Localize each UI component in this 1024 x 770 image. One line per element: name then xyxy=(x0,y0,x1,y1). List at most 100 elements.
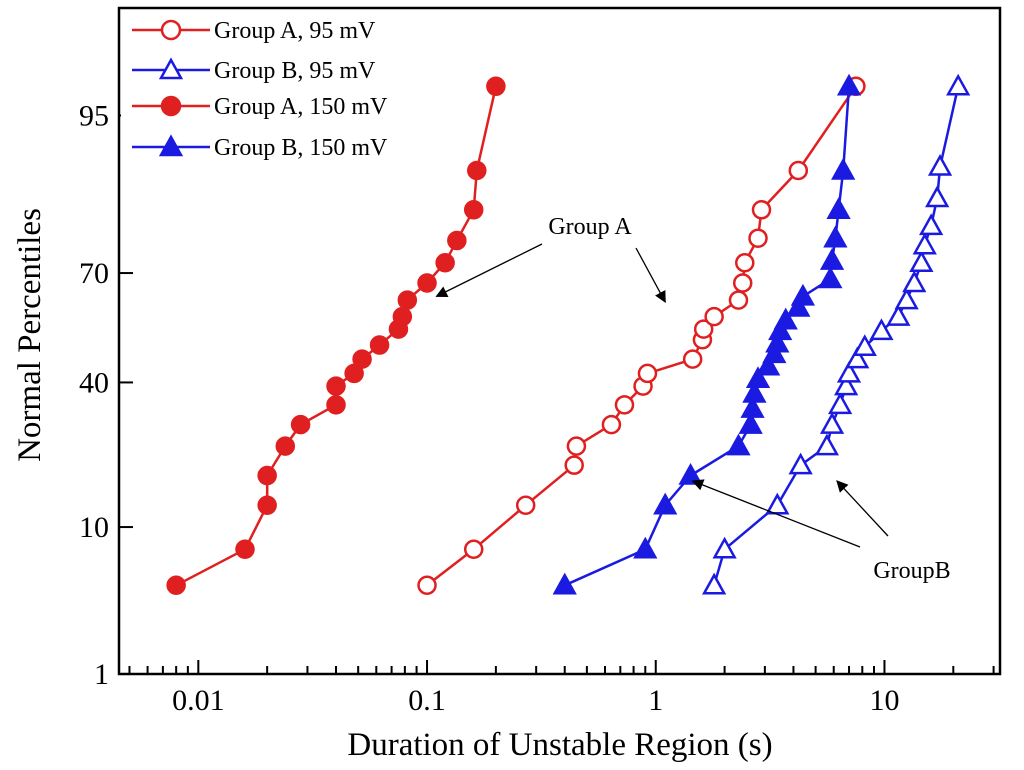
data-point xyxy=(836,73,862,96)
data-point xyxy=(515,495,536,515)
data-point xyxy=(768,318,793,341)
data-point xyxy=(756,353,781,376)
data-point xyxy=(886,304,911,326)
data-point xyxy=(257,465,277,486)
data-point xyxy=(728,290,749,310)
data-point xyxy=(552,572,577,595)
data-point xyxy=(326,376,346,396)
data-point xyxy=(788,452,813,475)
data-point xyxy=(819,412,845,434)
data-point xyxy=(751,200,772,220)
data-point xyxy=(637,363,658,384)
data-point xyxy=(653,492,678,515)
data-point xyxy=(845,346,870,369)
data-point xyxy=(257,495,277,515)
y-tick-label: 1 xyxy=(94,658,109,691)
data-point xyxy=(786,294,811,317)
annotation: GroupB xyxy=(691,479,951,584)
data-point xyxy=(235,539,255,560)
data-point xyxy=(486,76,506,97)
data-point xyxy=(819,248,845,270)
legend-marker-open-triangle xyxy=(158,57,184,80)
data-point xyxy=(633,536,658,559)
data-point xyxy=(836,360,862,383)
data-point xyxy=(326,395,346,415)
data-point xyxy=(765,330,790,353)
data-point xyxy=(166,575,186,596)
data-point xyxy=(823,225,848,248)
y-tick-label: 95 xyxy=(79,99,109,132)
data-point xyxy=(702,572,727,595)
data-point xyxy=(726,433,751,456)
x-axis: 0.01 0.1 1 10 xyxy=(128,660,995,717)
data-point xyxy=(704,306,724,327)
annotation-label: Group A xyxy=(548,214,632,240)
data-point xyxy=(397,290,418,310)
series-line xyxy=(712,86,960,586)
x-tick-label: 0.01 xyxy=(172,684,225,717)
data-point xyxy=(417,575,437,596)
plot-frame xyxy=(117,6,1002,676)
data-point xyxy=(735,252,755,273)
legend-entry: Group A, 150 mV xyxy=(132,94,388,120)
data-point xyxy=(912,232,937,255)
legend-label: Group A, 150 mV xyxy=(214,94,388,120)
legend-entry: Group A, 95 mV xyxy=(132,18,376,44)
x-tick-label: 1 xyxy=(648,684,663,717)
data-point xyxy=(818,266,843,289)
y-tick-label: 10 xyxy=(79,511,109,544)
series-line xyxy=(175,86,498,587)
data-point xyxy=(275,436,296,456)
data-point xyxy=(834,373,859,396)
data-point xyxy=(463,539,484,560)
data-point xyxy=(852,334,877,357)
data-point xyxy=(927,153,953,176)
series-line xyxy=(426,85,857,587)
annotation-arrow xyxy=(836,480,889,537)
data-point xyxy=(417,273,437,293)
legend-marker-filled-circle xyxy=(160,95,182,117)
data-point xyxy=(748,228,768,248)
y-axis: 1 10 40 70 95 xyxy=(79,99,133,691)
data-point xyxy=(369,335,390,355)
data-point xyxy=(740,396,765,418)
x-tick-label: 10 xyxy=(869,684,899,717)
annotation-arrow xyxy=(635,247,666,304)
annotation-arrow xyxy=(691,479,861,548)
legend-entry: Group B, 150 mV xyxy=(132,134,388,161)
data-point xyxy=(344,363,364,384)
data-point xyxy=(467,160,487,181)
y-axis-title: Normal Percentiles xyxy=(12,208,48,462)
data-point xyxy=(790,283,816,306)
data-point xyxy=(614,395,635,415)
data-point xyxy=(447,230,467,251)
y-tick-label: 70 xyxy=(79,257,109,290)
data-point xyxy=(762,341,787,364)
legend: Group A, 95 mV Group B, 95 mV Group A, 1… xyxy=(121,10,451,161)
data-point xyxy=(682,349,703,369)
data-point xyxy=(765,492,790,515)
data-point xyxy=(463,200,484,220)
legend-label: Group B, 150 mV xyxy=(214,135,388,161)
data-point xyxy=(566,436,587,456)
annotations: Group A GroupB xyxy=(435,214,951,584)
data-point xyxy=(946,73,971,96)
data-point xyxy=(919,213,944,236)
annotation-arrow xyxy=(435,243,543,297)
series-group-a-95-mv xyxy=(417,76,866,596)
data-point xyxy=(773,307,798,330)
data-point xyxy=(828,392,853,415)
data-point xyxy=(601,414,622,435)
data-point xyxy=(902,270,927,293)
data-point xyxy=(435,252,455,273)
data-point xyxy=(693,319,714,339)
data-point xyxy=(788,160,809,181)
data-point xyxy=(869,318,894,341)
annotation: Group A xyxy=(435,214,666,304)
legend-marker-open-circle xyxy=(160,19,182,41)
data-point xyxy=(392,306,413,327)
data-point xyxy=(826,197,851,220)
series-group-b-95-mv xyxy=(702,73,971,595)
annotation-label: GroupB xyxy=(873,558,950,584)
